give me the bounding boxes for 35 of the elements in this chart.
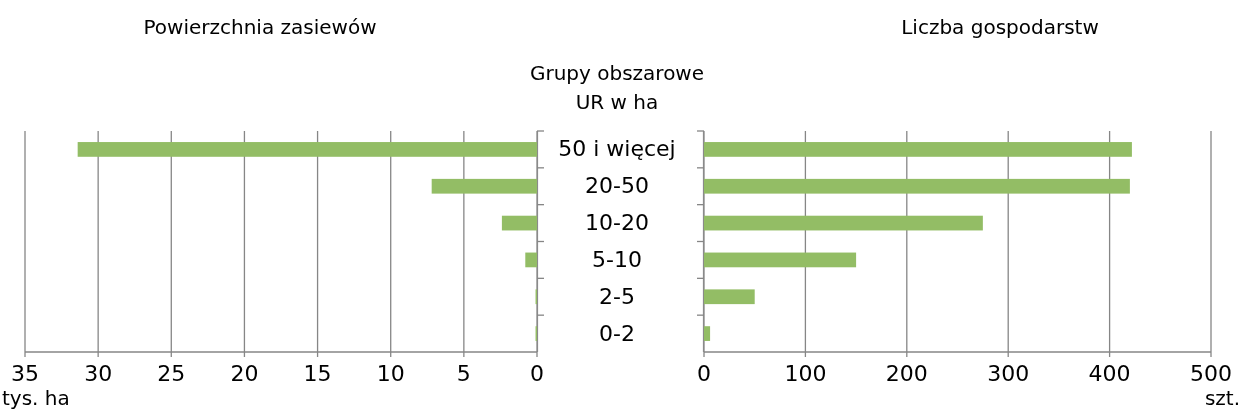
- x-tick-label: 300: [987, 361, 1030, 386]
- x-tick-label: 200: [885, 361, 928, 386]
- x-tick-label: 0: [530, 361, 544, 386]
- y-axis-title: Grupy obszarowe UR w ha: [529, 61, 705, 114]
- y-tick-label: 5-10: [592, 246, 642, 272]
- x-tick-label: 0: [697, 361, 711, 386]
- bar: [431, 178, 537, 194]
- x-tick-label: 100: [784, 361, 827, 386]
- y-tick-label: 0-2: [599, 320, 635, 346]
- bar: [704, 215, 983, 231]
- chart-title: Liczba gospodarstw: [901, 15, 1099, 39]
- x-axis-title: tys. ha: [2, 386, 70, 410]
- bar: [704, 178, 1130, 194]
- x-tick-label: 5: [456, 361, 471, 386]
- y-tick-label: 2-5: [599, 283, 635, 309]
- bar: [704, 252, 857, 268]
- x-axis-title: szt.: [1204, 386, 1240, 410]
- bar: [704, 289, 755, 305]
- bar: [501, 215, 537, 231]
- y-tick-label: 50 i więcej: [558, 136, 676, 162]
- chart-title: Powierzchnia zasiewów: [143, 15, 377, 39]
- x-tick-label: 35: [11, 361, 39, 386]
- y-tick-label: 20-50: [585, 173, 649, 199]
- bar: [704, 326, 711, 341]
- x-tick-label: 30: [84, 361, 113, 386]
- x-tick-label: 15: [303, 361, 332, 386]
- x-tick-label: 25: [157, 361, 186, 386]
- bar: [77, 142, 537, 157]
- x-tick-label: 10: [376, 361, 405, 386]
- bar: [525, 252, 537, 268]
- y-tick-label: 10-20: [585, 210, 649, 236]
- x-tick-label: 500: [1190, 361, 1232, 386]
- x-tick-label: 20: [230, 361, 259, 386]
- bar: [704, 142, 1132, 157]
- x-tick-label: 400: [1088, 361, 1131, 386]
